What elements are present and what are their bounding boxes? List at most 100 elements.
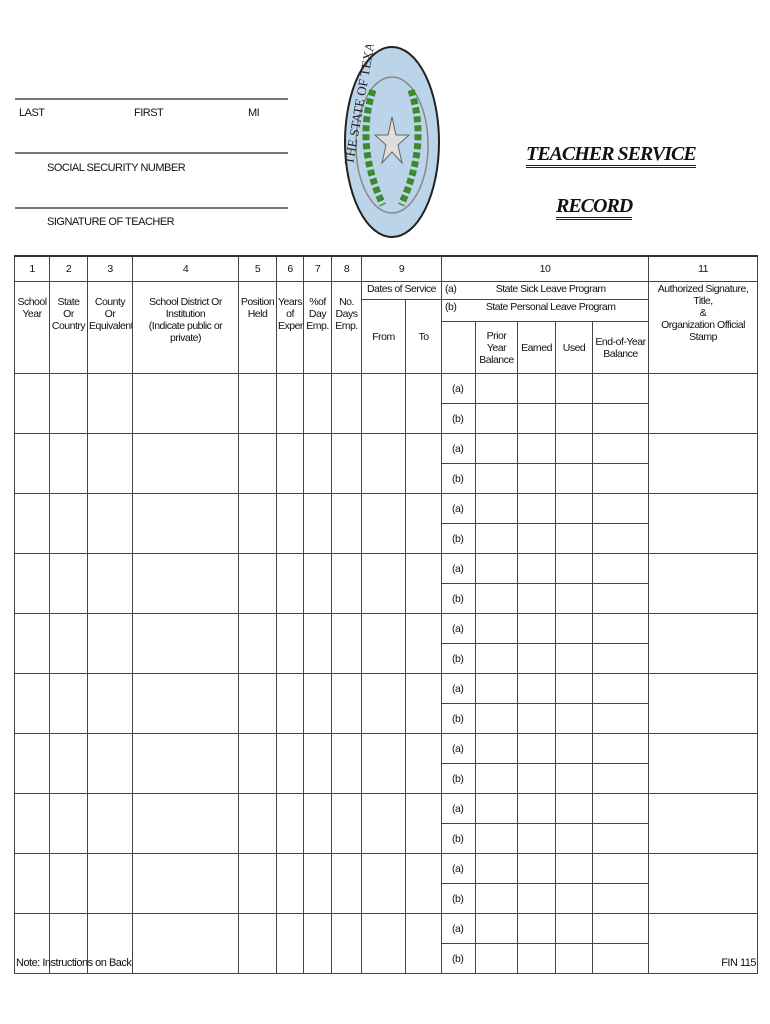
entry-cell[interactable] — [331, 553, 362, 614]
leave-entry-cell[interactable] — [475, 463, 518, 494]
entry-cell[interactable] — [238, 433, 277, 494]
leave-entry-cell[interactable] — [555, 583, 593, 614]
entry-cell[interactable] — [303, 493, 332, 554]
entry-cell[interactable] — [331, 913, 362, 974]
leave-entry-cell[interactable] — [517, 613, 556, 644]
entry-cell[interactable] — [276, 853, 304, 914]
entry-cell[interactable] — [87, 433, 133, 494]
leave-entry-cell[interactable] — [591, 643, 650, 674]
leave-entry-cell[interactable] — [517, 463, 556, 494]
leave-entry-cell[interactable] — [591, 463, 650, 494]
entry-cell[interactable] — [276, 613, 304, 674]
entry-cell[interactable] — [49, 373, 88, 434]
leave-entry-cell[interactable] — [517, 853, 556, 884]
leave-entry-cell[interactable] — [591, 493, 650, 524]
leave-entry-cell[interactable] — [591, 943, 650, 974]
entry-cell[interactable] — [361, 493, 406, 554]
entry-cell[interactable] — [405, 613, 442, 674]
entry-cell[interactable] — [238, 673, 277, 734]
signature-cell[interactable] — [648, 553, 759, 614]
entry-cell[interactable] — [303, 553, 332, 614]
leave-entry-cell[interactable] — [475, 943, 518, 974]
leave-entry-cell[interactable] — [475, 643, 518, 674]
leave-entry-cell[interactable] — [555, 373, 593, 404]
leave-entry-cell[interactable] — [517, 883, 556, 914]
leave-entry-cell[interactable] — [517, 493, 556, 524]
leave-entry-cell[interactable] — [555, 553, 593, 584]
entry-cell[interactable] — [238, 733, 277, 794]
entry-cell[interactable] — [49, 853, 88, 914]
leave-entry-cell[interactable] — [517, 913, 556, 944]
leave-entry-cell[interactable] — [591, 673, 650, 704]
leave-entry-cell[interactable] — [555, 763, 593, 794]
signature-cell[interactable] — [648, 733, 759, 794]
entry-cell[interactable] — [49, 793, 88, 854]
leave-entry-cell[interactable] — [517, 673, 556, 704]
entry-cell[interactable] — [87, 613, 133, 674]
leave-entry-cell[interactable] — [517, 823, 556, 854]
leave-entry-cell[interactable] — [517, 793, 556, 824]
entry-cell[interactable] — [303, 673, 332, 734]
entry-cell[interactable] — [14, 493, 50, 554]
leave-entry-cell[interactable] — [475, 583, 518, 614]
entry-cell[interactable] — [276, 373, 304, 434]
leave-entry-cell[interactable] — [591, 523, 650, 554]
leave-entry-cell[interactable] — [475, 673, 518, 704]
leave-entry-cell[interactable] — [475, 823, 518, 854]
entry-cell[interactable] — [331, 673, 362, 734]
leave-entry-cell[interactable] — [475, 763, 518, 794]
leave-entry-cell[interactable] — [555, 403, 593, 434]
entry-cell[interactable] — [132, 613, 239, 674]
entry-cell[interactable] — [405, 493, 442, 554]
leave-entry-cell[interactable] — [475, 373, 518, 404]
leave-entry-cell[interactable] — [555, 853, 593, 884]
leave-entry-cell[interactable] — [591, 553, 650, 584]
entry-cell[interactable] — [14, 373, 50, 434]
leave-entry-cell[interactable] — [555, 433, 593, 464]
entry-cell[interactable] — [276, 493, 304, 554]
entry-cell[interactable] — [361, 913, 406, 974]
leave-entry-cell[interactable] — [555, 883, 593, 914]
entry-cell[interactable] — [132, 853, 239, 914]
leave-entry-cell[interactable] — [517, 433, 556, 464]
leave-entry-cell[interactable] — [475, 433, 518, 464]
entry-cell[interactable] — [276, 913, 304, 974]
entry-cell[interactable] — [87, 553, 133, 614]
entry-cell[interactable] — [361, 553, 406, 614]
entry-cell[interactable] — [87, 853, 133, 914]
leave-entry-cell[interactable] — [591, 913, 650, 944]
entry-cell[interactable] — [331, 613, 362, 674]
entry-cell[interactable] — [331, 733, 362, 794]
entry-cell[interactable] — [132, 733, 239, 794]
entry-cell[interactable] — [303, 913, 332, 974]
leave-entry-cell[interactable] — [517, 373, 556, 404]
leave-entry-cell[interactable] — [555, 823, 593, 854]
entry-cell[interactable] — [238, 373, 277, 434]
leave-entry-cell[interactable] — [475, 913, 518, 944]
entry-cell[interactable] — [14, 913, 50, 974]
leave-entry-cell[interactable] — [517, 523, 556, 554]
entry-cell[interactable] — [14, 553, 50, 614]
leave-entry-cell[interactable] — [591, 433, 650, 464]
leave-entry-cell[interactable] — [555, 943, 593, 974]
entry-cell[interactable] — [276, 673, 304, 734]
leave-entry-cell[interactable] — [591, 373, 650, 404]
signature-cell[interactable] — [648, 673, 759, 734]
entry-cell[interactable] — [49, 553, 88, 614]
entry-cell[interactable] — [132, 433, 239, 494]
signature-cell[interactable] — [648, 853, 759, 914]
leave-entry-cell[interactable] — [517, 583, 556, 614]
entry-cell[interactable] — [132, 373, 239, 434]
leave-entry-cell[interactable] — [555, 913, 593, 944]
entry-cell[interactable] — [49, 673, 88, 734]
leave-entry-cell[interactable] — [555, 673, 593, 704]
entry-cell[interactable] — [14, 793, 50, 854]
leave-entry-cell[interactable] — [591, 883, 650, 914]
leave-entry-cell[interactable] — [475, 613, 518, 644]
leave-entry-cell[interactable] — [555, 493, 593, 524]
leave-entry-cell[interactable] — [517, 943, 556, 974]
entry-cell[interactable] — [238, 793, 277, 854]
entry-cell[interactable] — [361, 853, 406, 914]
entry-cell[interactable] — [132, 913, 239, 974]
entry-cell[interactable] — [49, 913, 88, 974]
